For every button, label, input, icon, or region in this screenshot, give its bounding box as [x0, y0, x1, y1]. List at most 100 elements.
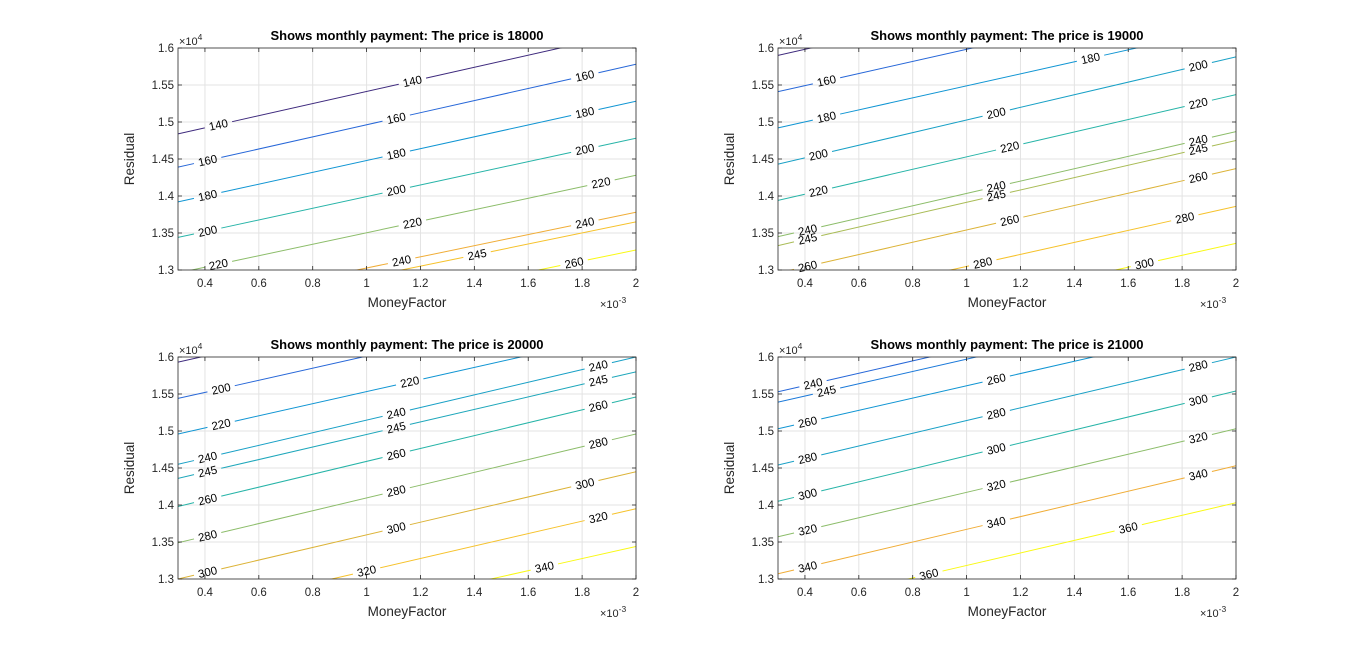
chart-title: Shows monthly payment: The price is 1900… — [870, 28, 1143, 43]
contour-line-220 — [778, 193, 805, 201]
x-tick-label: 1.6 — [1120, 278, 1136, 290]
x-tick-label: 0.6 — [251, 278, 267, 290]
contour-line-245 — [490, 221, 636, 253]
y-exponent-label: ×104 — [179, 341, 203, 357]
contour-label-280: 280 — [1174, 211, 1195, 227]
contour-label-340: 340 — [1188, 468, 1209, 484]
contour-line-300 — [409, 486, 572, 526]
contour-panel-1: 140 140 160 160 160 180 180 180 200 200 200 220 220 2… — [122, 28, 639, 311]
contour-line-240 — [1009, 142, 1185, 184]
contour-line-180 — [778, 119, 813, 129]
contour-label-180: 180 — [1080, 51, 1101, 67]
contour-line-260 — [587, 249, 636, 261]
contour-lines — [778, 48, 1236, 270]
contour-line-320 — [611, 508, 636, 515]
contour-label-220: 220 — [208, 257, 229, 273]
contour-line-180 — [178, 197, 195, 203]
contour-line-160 — [178, 163, 195, 168]
contour-label-300: 300 — [1134, 257, 1155, 273]
contour-line-280 — [409, 445, 585, 489]
contour-line-280 — [821, 416, 983, 456]
contour-label-280: 280 — [386, 484, 407, 500]
x-tick-label: 1.8 — [574, 587, 590, 599]
y-exponent-label: ×104 — [779, 32, 803, 48]
y-tick-label: 1.45 — [152, 154, 174, 166]
contour-line-340 — [1009, 477, 1185, 520]
contour-line-140 — [231, 83, 399, 123]
contour-line-260 — [611, 396, 636, 404]
contour-label-200: 200 — [574, 142, 595, 158]
contour-line-320 — [778, 532, 795, 538]
y-tick-label: 1.55 — [152, 389, 174, 401]
contour-label-140: 140 — [402, 74, 423, 90]
contour-label-180: 180 — [197, 188, 218, 204]
contour-line-220 — [231, 225, 399, 262]
contour-line-260 — [821, 381, 983, 420]
x-axis-label: MoneyFactor — [968, 295, 1047, 310]
contour-line-240 — [778, 386, 800, 393]
contour-line-200 — [178, 233, 195, 238]
contour-label-245: 245 — [797, 232, 818, 248]
contour-label-300: 300 — [797, 487, 818, 503]
y-tick-label: 1.35 — [152, 228, 174, 240]
contour-label-260: 260 — [797, 415, 818, 431]
contour-line-220 — [831, 149, 997, 189]
contour-label-340: 340 — [986, 515, 1007, 531]
contour-line-240 — [778, 232, 795, 238]
contour-line-240 — [1211, 131, 1236, 138]
contour-line-200 — [178, 391, 208, 399]
contour-label-340: 340 — [534, 560, 555, 576]
contour-line-220 — [423, 357, 523, 380]
x-tick-label: 1.4 — [1066, 587, 1083, 599]
x-tick-label: 1 — [363, 278, 369, 290]
x-tick-label: 0.4 — [197, 278, 214, 290]
contour-label-245: 245 — [386, 421, 407, 437]
contour-line-260 — [409, 408, 585, 452]
contour-label-300: 300 — [986, 442, 1007, 458]
contour-line-200 — [778, 157, 805, 165]
contour-label-260: 260 — [386, 447, 407, 463]
x-tick-label: 1.2 — [1012, 587, 1028, 599]
contour-label-260: 260 — [986, 372, 1007, 388]
y-tick-label: 1.6 — [758, 352, 774, 364]
contour-line-245 — [821, 198, 983, 237]
contour-label-220: 220 — [591, 176, 612, 192]
x-tick-label: 0.8 — [305, 587, 321, 599]
contour-line-300 — [178, 574, 195, 579]
contour-label-240: 240 — [588, 359, 609, 375]
contour-line-340 — [778, 569, 795, 575]
contour-line-340 — [821, 525, 983, 565]
contour-line-200 — [221, 192, 383, 229]
contour-line-260 — [1023, 179, 1185, 218]
x-tick-label: 0.6 — [851, 278, 867, 290]
chart-title: Shows monthly payment: The price is 2100… — [870, 337, 1143, 352]
x-exponent-label: ×10-3 — [600, 295, 627, 311]
contour-label-160: 160 — [386, 111, 407, 127]
y-axis-label: Residual — [122, 442, 137, 495]
x-tick-label: 0.6 — [851, 587, 867, 599]
contour-label-300: 300 — [386, 521, 407, 537]
contour-label-260: 260 — [1188, 170, 1209, 186]
y-axis-label: Residual — [122, 133, 137, 186]
contour-label-320: 320 — [588, 510, 609, 526]
y-exponent-label: ×104 — [179, 32, 203, 48]
x-tick-label: 1.4 — [466, 278, 483, 290]
contour-line-260 — [821, 222, 997, 264]
y-tick-label: 1.3 — [158, 265, 174, 277]
x-tick-label: 2 — [1233, 278, 1239, 290]
contour-line-140 — [425, 48, 563, 79]
contour-label-240: 240 — [197, 450, 218, 466]
contour-line-160 — [778, 83, 813, 93]
y-tick-label: 1.4 — [158, 500, 175, 512]
contour-label-160: 160 — [197, 153, 218, 169]
y-tick-label: 1.5 — [158, 117, 174, 129]
x-tick-label: 0.4 — [797, 278, 814, 290]
contour-lines — [178, 48, 636, 270]
contour-label-240: 240 — [803, 377, 824, 393]
x-tick-label: 1.6 — [1120, 587, 1136, 599]
y-tick-label: 1.55 — [752, 389, 774, 401]
contour-label-240: 240 — [986, 180, 1007, 196]
contour-label-340: 340 — [797, 560, 818, 576]
contour-line-245 — [221, 430, 383, 469]
contour-line-280 — [221, 493, 383, 533]
